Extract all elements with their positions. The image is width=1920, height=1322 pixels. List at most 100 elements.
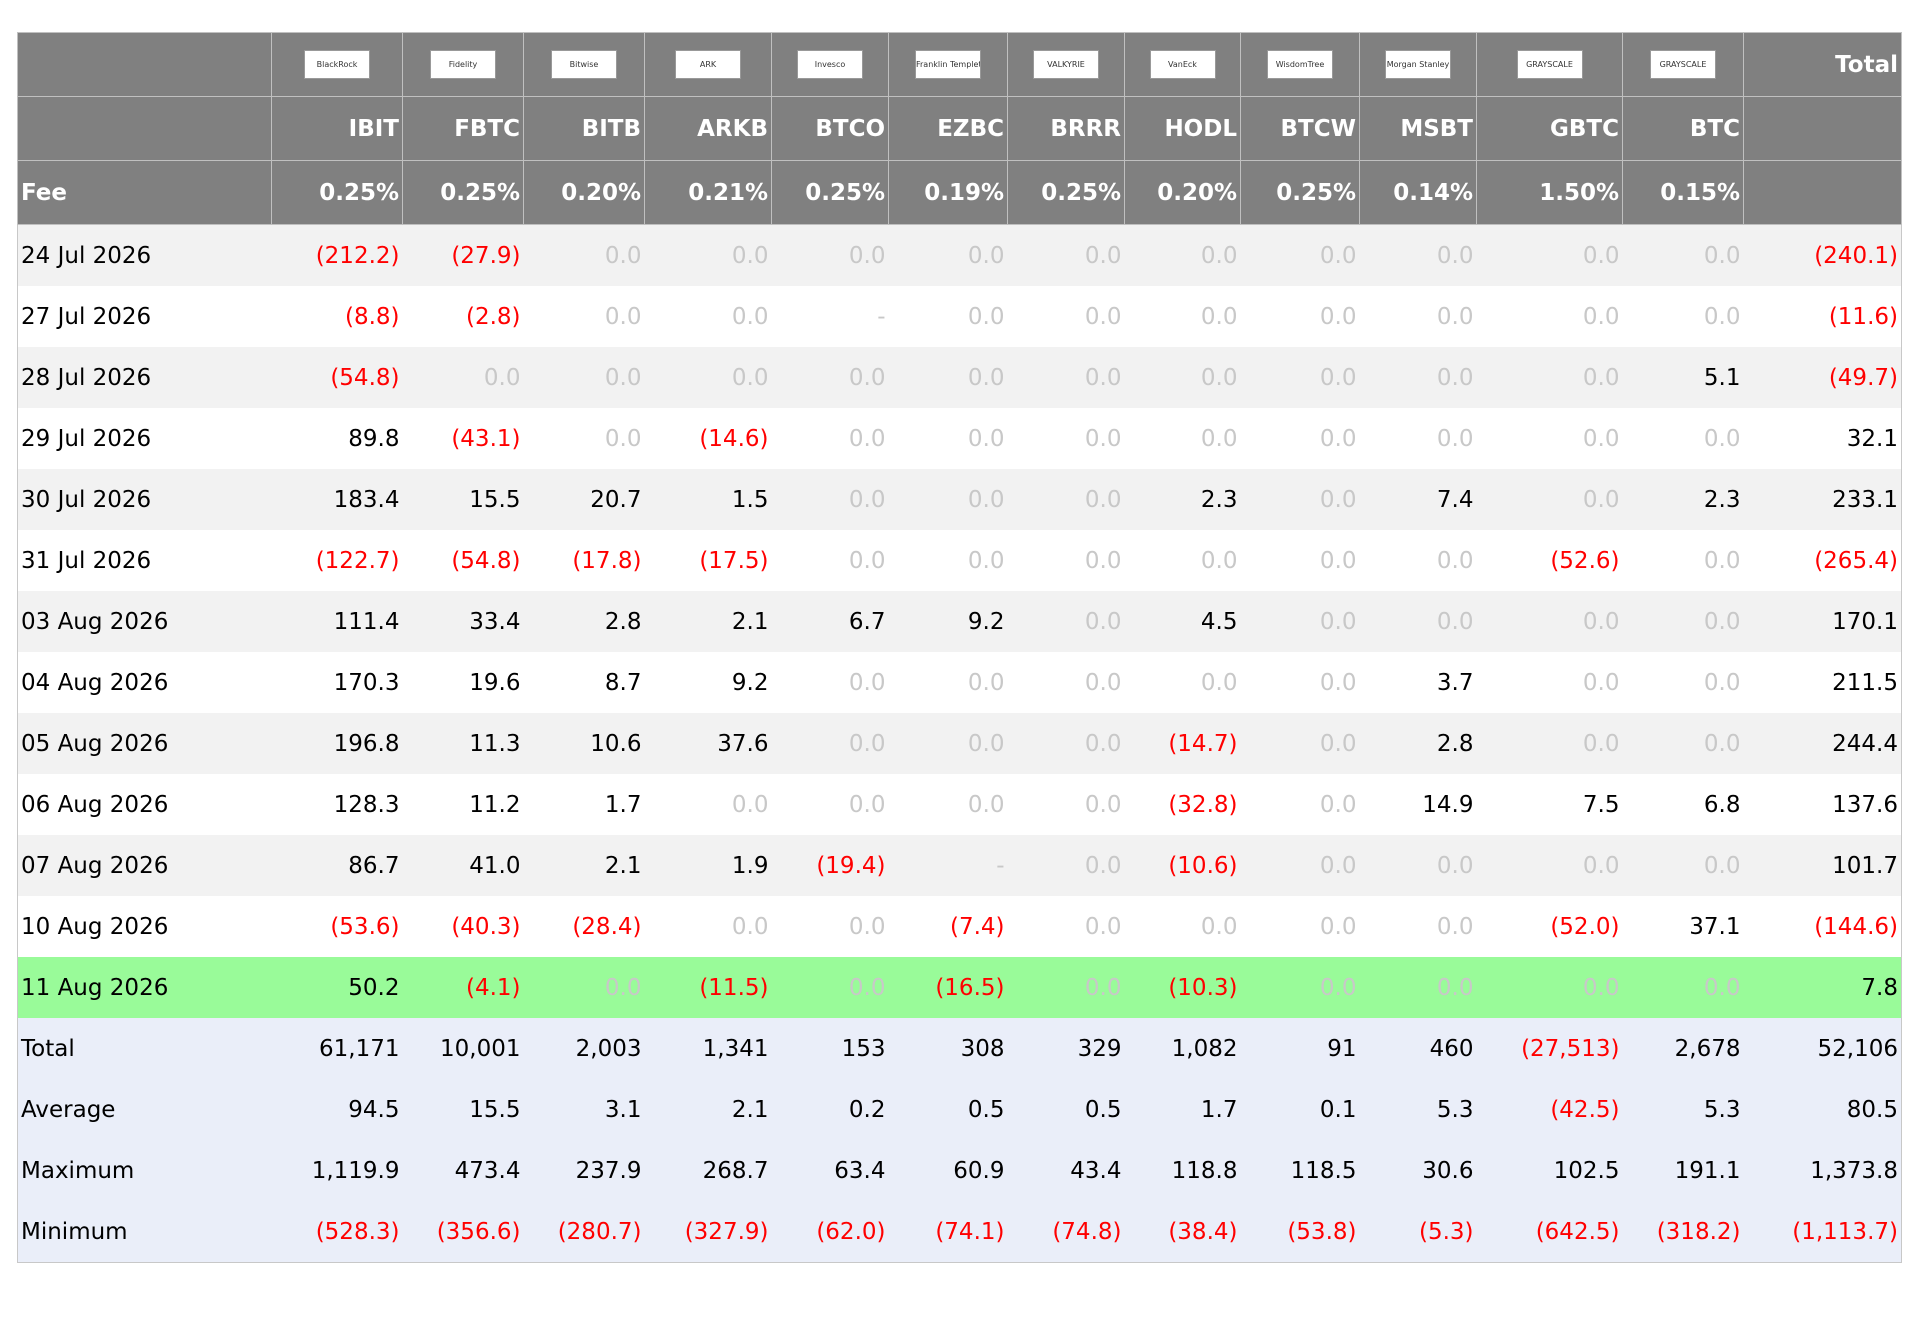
fee: 1.50% — [1476, 160, 1623, 225]
flow-value: 0.0 — [1622, 957, 1744, 1018]
flow-value: 0.0 — [1240, 652, 1360, 713]
logo-cell: Fidelity — [402, 32, 524, 97]
data-row: 10 Aug 2026 (53.6) (40.3) (28.4) 0.0 0.0 (7.4)… — [17, 896, 1902, 957]
header-row: BlackRock Fidelity Bitwise ARK Invesco Frankl… — [17, 32, 1902, 97]
date: 31 Jul 2026 — [17, 530, 272, 591]
logo-cell: Invesco — [771, 32, 889, 97]
flow-value: 0.0 — [1124, 530, 1241, 591]
flow-value: 0.2 — [771, 1079, 889, 1140]
flow-value: 0.0 — [1240, 713, 1360, 774]
flow-value: 0.0 — [1359, 835, 1477, 896]
flow-value: 0.0 — [644, 224, 772, 286]
flow-value: (4.1) — [402, 957, 524, 1018]
flow-value: 1.7 — [523, 774, 645, 835]
ticker: FBTC — [402, 96, 524, 161]
logo-cell: BlackRock — [271, 32, 403, 97]
flow-value: (122.7) — [271, 530, 403, 591]
flow-value: 0.0 — [1007, 835, 1125, 896]
flow-value: 0.0 — [1622, 286, 1744, 347]
header-cell — [1743, 96, 1902, 161]
flow-value: 4.5 — [1124, 591, 1241, 652]
ticker: BTCO — [771, 96, 889, 161]
flow-value: (38.4) — [1124, 1201, 1241, 1263]
flow-value: (74.1) — [888, 1201, 1008, 1263]
flow-value: 0.0 — [1359, 408, 1477, 469]
flow-value: 0.0 — [1622, 530, 1744, 591]
flow-value: 0.0 — [1476, 957, 1623, 1018]
ticker: BTCW — [1240, 96, 1360, 161]
ticker: BRRR — [1007, 96, 1125, 161]
flow-value: 118.8 — [1124, 1140, 1241, 1201]
flow-value: (240.1) — [1743, 224, 1902, 286]
flow-value: 0.1 — [1240, 1079, 1360, 1140]
flow-value: 0.0 — [1476, 408, 1623, 469]
flow-value: - — [888, 835, 1008, 896]
flow-value: 91 — [1240, 1018, 1360, 1079]
flow-value: 1,373.8 — [1743, 1140, 1902, 1201]
issuer-logo: GRAYSCALE — [1516, 50, 1583, 79]
date: 24 Jul 2026 — [17, 224, 272, 286]
flow-value: 32.1 — [1743, 408, 1902, 469]
flow-value: 0.0 — [644, 774, 772, 835]
header-row: IBIT FBTC BITB ARKB BTCO EZBC BRRR HODL BTCW MSBT… — [17, 96, 1902, 161]
flow-value: 0.0 — [1622, 713, 1744, 774]
flow-value: (40.3) — [402, 896, 524, 957]
flow-value: 0.0 — [1007, 774, 1125, 835]
flow-value: (54.8) — [271, 347, 403, 408]
flow-value: 2.1 — [644, 1079, 772, 1140]
summary-row: Average 94.5 15.5 3.1 2.1 0.2 0.5 0.5 1.7 0.1 5.3(… — [17, 1079, 1902, 1140]
flow-value: 5.3 — [1359, 1079, 1477, 1140]
flow-value: 60.9 — [888, 1140, 1008, 1201]
flow-value: 0.0 — [1622, 408, 1744, 469]
flow-value: 9.2 — [644, 652, 772, 713]
flow-value: (27.9) — [402, 224, 524, 286]
flow-value: 7.8 — [1743, 957, 1902, 1018]
data-row: 05 Aug 2026 196.8 11.3 10.6 37.6 0.0 0.0 0.0 (14… — [17, 713, 1902, 774]
logo-cell: Franklin Templeton — [888, 32, 1008, 97]
flow-value: 0.0 — [1622, 652, 1744, 713]
ticker: HODL — [1124, 96, 1241, 161]
ticker: BTC — [1622, 96, 1744, 161]
ticker: IBIT — [271, 96, 403, 161]
fee: 0.19% — [888, 160, 1008, 225]
flow-value: (144.6) — [1743, 896, 1902, 957]
data-row: 07 Aug 2026 86.7 41.0 2.1 1.9 (19.4) -0.0 (10.6… — [17, 835, 1902, 896]
flow-value: (17.8) — [523, 530, 645, 591]
flow-value: (7.4) — [888, 896, 1008, 957]
flow-value: (5.3) — [1359, 1201, 1477, 1263]
header-cell — [17, 96, 272, 161]
flow-value: 0.0 — [1007, 591, 1125, 652]
flow-value: 0.0 — [523, 408, 645, 469]
flow-value: 0.0 — [1240, 957, 1360, 1018]
flow-value: 0.0 — [888, 469, 1008, 530]
flow-value: (62.0) — [771, 1201, 889, 1263]
flow-value: 0.0 — [1359, 591, 1477, 652]
flow-value: 0.0 — [523, 957, 645, 1018]
fee: 0.21% — [644, 160, 772, 225]
flow-value: 0.0 — [771, 347, 889, 408]
issuer-logo: Bitwise — [551, 50, 617, 79]
flow-value: 0.0 — [1476, 286, 1623, 347]
logo-cell: WisdomTree — [1240, 32, 1360, 97]
summary-row: Minimum (528.3) (356.6) (280.7) (327.9) (62.0… — [17, 1201, 1902, 1263]
flow-value: 3.7 — [1359, 652, 1477, 713]
flow-value: 0.0 — [1476, 347, 1623, 408]
flow-value: 2,678 — [1622, 1018, 1744, 1079]
flow-value: 0.0 — [1007, 713, 1125, 774]
flow-value: 0.0 — [771, 713, 889, 774]
flow-value: 237.9 — [523, 1140, 645, 1201]
flow-value: 0.0 — [1240, 286, 1360, 347]
flow-value: 0.0 — [1124, 652, 1241, 713]
flow-value: (10.6) — [1124, 835, 1241, 896]
flow-value: 5.3 — [1622, 1079, 1744, 1140]
flow-value: 11.3 — [402, 713, 524, 774]
flow-value: (74.8) — [1007, 1201, 1125, 1263]
flow-value: 0.0 — [888, 286, 1008, 347]
flow-value: 0.5 — [1007, 1079, 1125, 1140]
flow-value: 329 — [1007, 1018, 1125, 1079]
flow-value: 0.0 — [1359, 530, 1477, 591]
flow-value: 0.0 — [888, 774, 1008, 835]
flow-value: (642.5) — [1476, 1201, 1623, 1263]
flow-value: (11.6) — [1743, 286, 1902, 347]
flow-value: 0.5 — [888, 1079, 1008, 1140]
